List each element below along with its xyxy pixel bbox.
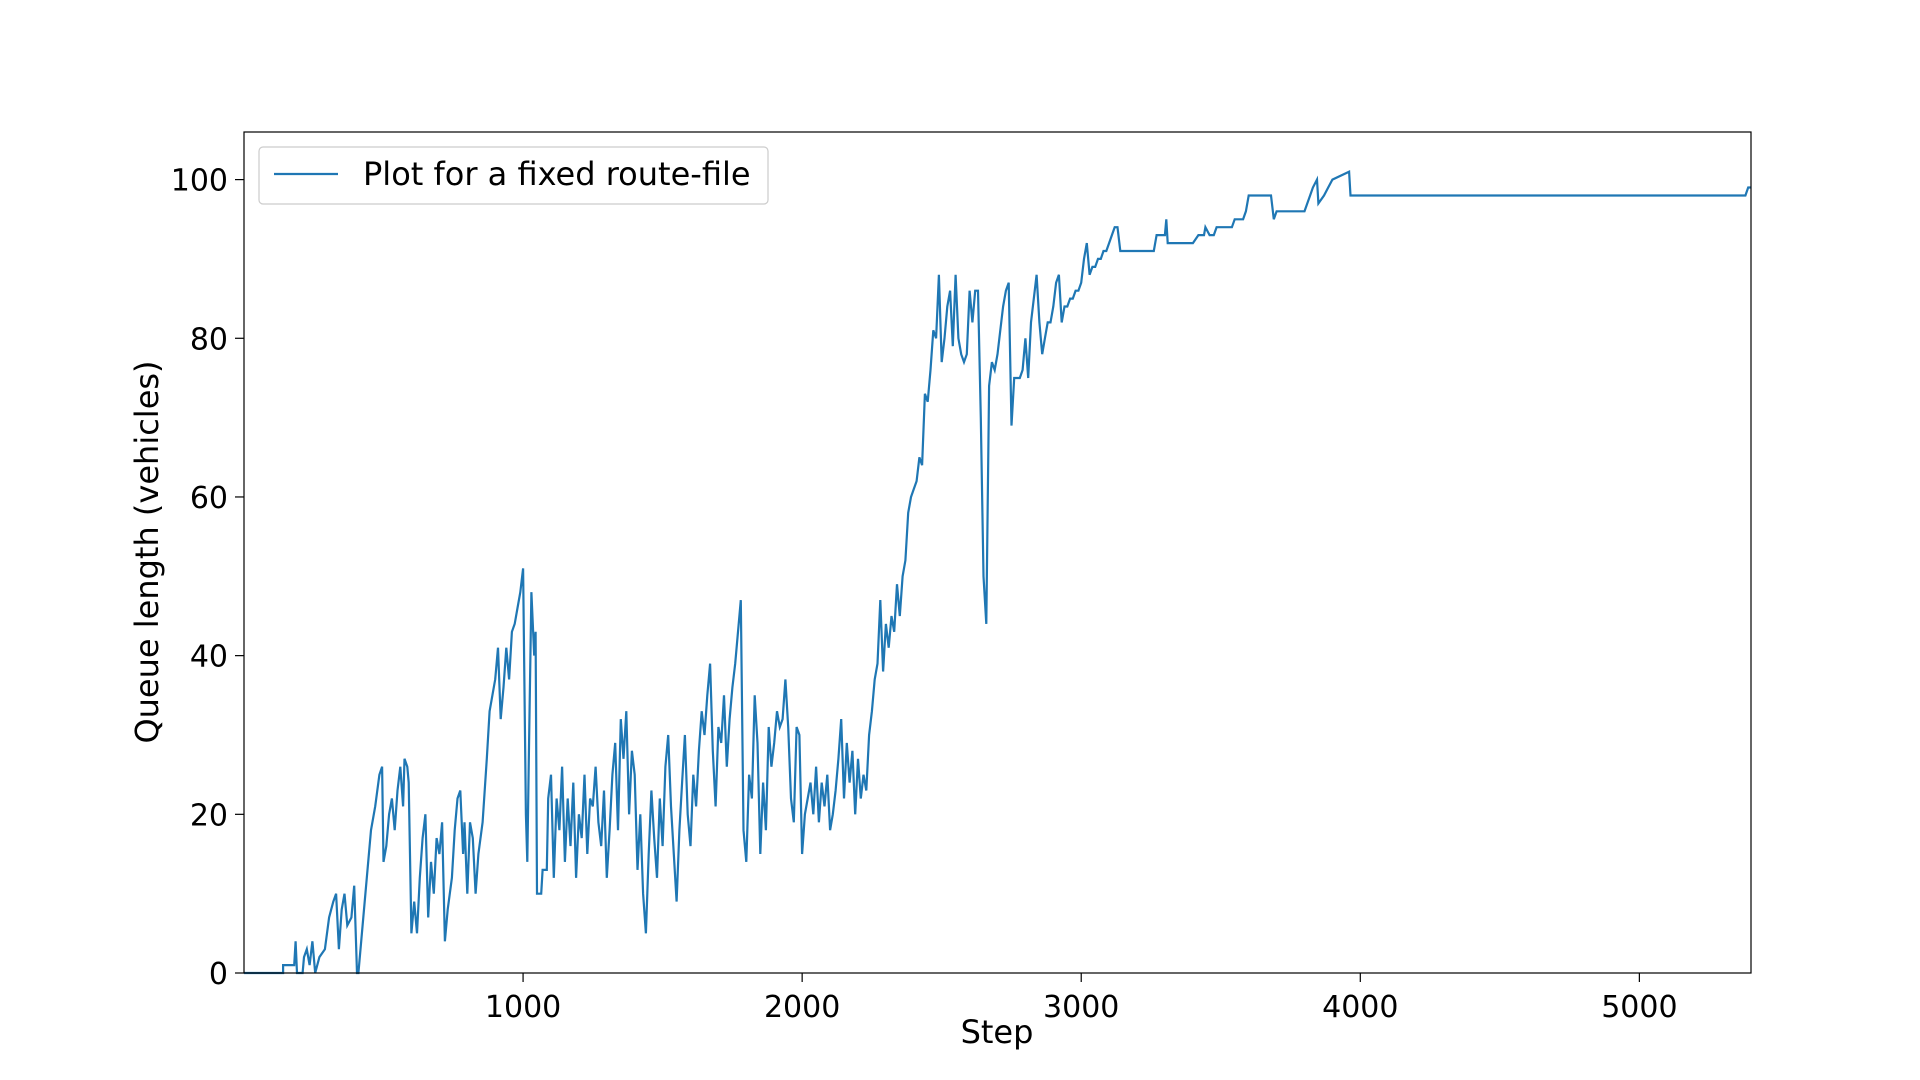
x-tick-label: 1000 [485, 990, 561, 1025]
x-axis: 1000 2000 3000 4000 5000 [485, 973, 1678, 1025]
y-axis-title: Queue length (vehicles) [128, 360, 166, 743]
y-tick-label: 100 [171, 164, 228, 199]
y-tick-label: 80 [190, 322, 228, 357]
series-line [244, 170, 1751, 975]
legend-label: Plot for a fixed route-file [363, 155, 751, 193]
x-tick-label: 5000 [1601, 990, 1677, 1025]
y-tick-label: 0 [209, 957, 228, 992]
x-tick-label: 3000 [1043, 990, 1119, 1025]
x-tick-label: 4000 [1322, 990, 1398, 1025]
y-axis: 0 20 40 60 80 100 [171, 164, 244, 992]
plot-frame [243, 131, 1752, 974]
legend: Plot for a fixed route-file [258, 146, 769, 205]
y-tick-label: 60 [190, 481, 228, 516]
y-tick-label: 40 [190, 640, 228, 675]
x-tick-label: 2000 [764, 990, 840, 1025]
plot-background [244, 132, 1751, 973]
x-axis-title: Step [961, 1013, 1034, 1051]
y-tick-label: 20 [190, 798, 228, 833]
legend-box [258, 146, 769, 205]
